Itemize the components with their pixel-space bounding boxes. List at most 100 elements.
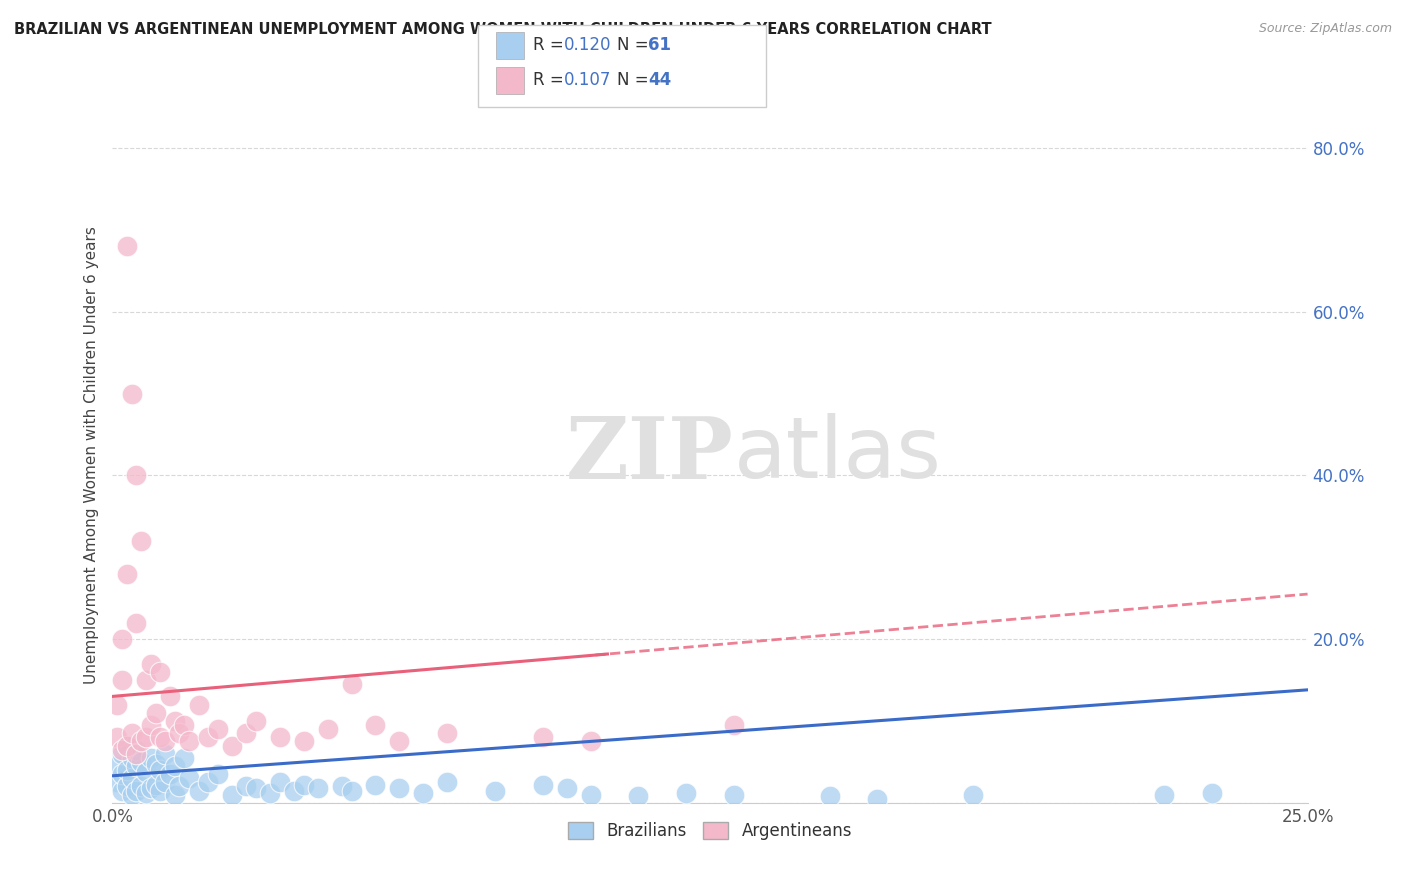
Point bbox=[129, 533, 152, 548]
Point bbox=[153, 775, 176, 789]
Point bbox=[1153, 788, 1175, 802]
Text: atlas: atlas bbox=[734, 413, 942, 497]
Point bbox=[235, 726, 257, 740]
Point bbox=[125, 759, 148, 773]
Text: BRAZILIAN VS ARGENTINEAN UNEMPLOYMENT AMONG WOMEN WITH CHILDREN UNDER 6 YEARS CO: BRAZILIAN VS ARGENTINEAN UNEMPLOYMENT AM… bbox=[14, 22, 991, 37]
Text: ZIP: ZIP bbox=[567, 413, 734, 497]
Point bbox=[149, 665, 172, 679]
Point bbox=[187, 698, 209, 712]
Point bbox=[177, 734, 200, 748]
Point bbox=[149, 783, 172, 797]
Point bbox=[579, 788, 602, 802]
Point bbox=[111, 742, 134, 756]
Point bbox=[115, 739, 138, 753]
Point bbox=[115, 780, 138, 794]
Point bbox=[145, 756, 167, 771]
Point bbox=[105, 698, 128, 712]
Point bbox=[145, 706, 167, 720]
Point bbox=[159, 767, 181, 781]
Text: R =: R = bbox=[533, 71, 569, 89]
Text: R =: R = bbox=[533, 37, 569, 54]
Point bbox=[340, 783, 363, 797]
Text: 0.120: 0.120 bbox=[564, 37, 612, 54]
Point bbox=[121, 771, 143, 785]
Point bbox=[129, 734, 152, 748]
Point bbox=[121, 386, 143, 401]
Point bbox=[135, 764, 157, 779]
Point bbox=[818, 789, 841, 804]
Point bbox=[197, 731, 219, 745]
Point bbox=[307, 780, 329, 795]
Point bbox=[105, 731, 128, 745]
Text: 61: 61 bbox=[648, 37, 671, 54]
Point bbox=[139, 657, 162, 671]
Point bbox=[149, 731, 172, 745]
Point bbox=[235, 780, 257, 794]
Point bbox=[169, 726, 191, 740]
Point bbox=[115, 566, 138, 581]
Point bbox=[579, 734, 602, 748]
Point bbox=[283, 783, 305, 797]
Point bbox=[145, 778, 167, 792]
Point bbox=[163, 759, 186, 773]
Point bbox=[125, 468, 148, 483]
Point bbox=[121, 726, 143, 740]
Point bbox=[866, 791, 889, 805]
Point bbox=[962, 788, 984, 802]
Point bbox=[121, 751, 143, 765]
Point bbox=[139, 718, 162, 732]
Point bbox=[723, 718, 745, 732]
Point bbox=[121, 788, 143, 802]
Point bbox=[153, 747, 176, 761]
Point bbox=[245, 780, 267, 795]
Point bbox=[173, 718, 195, 732]
Text: 0.107: 0.107 bbox=[564, 71, 612, 89]
Point bbox=[207, 722, 229, 736]
Point bbox=[125, 742, 148, 756]
Point bbox=[115, 739, 138, 753]
Point bbox=[531, 778, 554, 792]
Point bbox=[675, 786, 697, 800]
Point bbox=[207, 767, 229, 781]
Point bbox=[125, 783, 148, 797]
Point bbox=[412, 786, 434, 800]
Point bbox=[105, 759, 128, 773]
Point bbox=[139, 751, 162, 765]
Point bbox=[169, 780, 191, 794]
Point bbox=[163, 714, 186, 728]
Point bbox=[111, 783, 134, 797]
Point bbox=[177, 771, 200, 785]
Point bbox=[269, 775, 291, 789]
Point bbox=[135, 673, 157, 687]
Point bbox=[531, 731, 554, 745]
Point bbox=[111, 632, 134, 646]
Point bbox=[149, 763, 172, 777]
Point bbox=[1201, 786, 1223, 800]
Text: Source: ZipAtlas.com: Source: ZipAtlas.com bbox=[1258, 22, 1392, 36]
Point bbox=[436, 726, 458, 740]
Point bbox=[159, 690, 181, 704]
Point bbox=[340, 677, 363, 691]
Point bbox=[221, 739, 243, 753]
Point bbox=[221, 788, 243, 802]
Point bbox=[115, 763, 138, 777]
Point bbox=[388, 780, 411, 795]
Point bbox=[330, 780, 353, 794]
Point bbox=[555, 780, 578, 795]
Point bbox=[173, 751, 195, 765]
Point bbox=[723, 788, 745, 802]
Point bbox=[364, 718, 387, 732]
Point bbox=[111, 673, 134, 687]
Point bbox=[436, 775, 458, 789]
Point bbox=[139, 780, 162, 795]
Point bbox=[292, 734, 315, 748]
Point bbox=[125, 747, 148, 761]
Point bbox=[163, 788, 186, 802]
Point bbox=[115, 239, 138, 253]
Point bbox=[197, 775, 219, 789]
Point bbox=[245, 714, 267, 728]
Point bbox=[316, 722, 339, 736]
Point bbox=[484, 783, 506, 797]
Point bbox=[627, 789, 650, 804]
Point bbox=[388, 734, 411, 748]
